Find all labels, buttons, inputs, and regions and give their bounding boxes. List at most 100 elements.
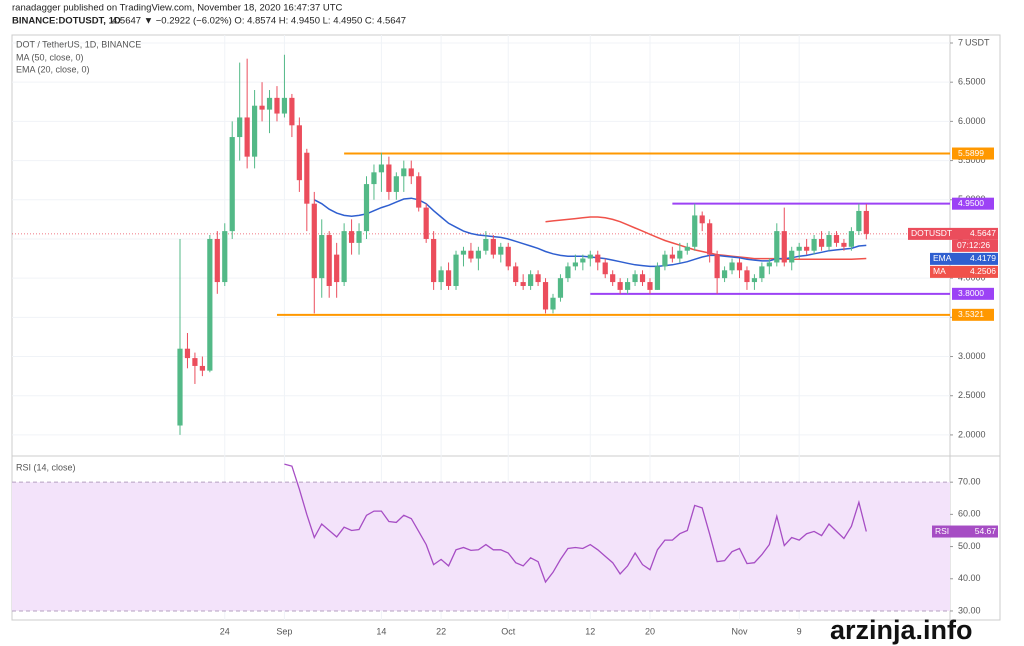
candle-body [363, 184, 370, 232]
indicator-tag [930, 265, 998, 278]
candle-body [304, 152, 310, 204]
candle-body [252, 105, 258, 157]
candle-body [341, 231, 347, 283]
chart-title: DOT / TetherUS, 1D, BINANCE [16, 39, 141, 49]
candle-body [453, 254, 459, 286]
candle-body [326, 235, 332, 286]
x-tick-label: Sep [276, 626, 292, 636]
candle-body [721, 270, 728, 279]
price-tag [908, 227, 998, 240]
candle-body [356, 231, 362, 243]
y-tick-label: 2.5000 [958, 390, 986, 400]
candle-body [177, 348, 183, 426]
candle-body [498, 246, 504, 255]
level-label: 5.5899 [958, 148, 984, 158]
candle-body [483, 238, 489, 251]
indicator-tag-name: EMA [933, 253, 952, 263]
candle-body [654, 266, 661, 290]
candle-body [639, 274, 646, 283]
y-tick-label: 6.5000 [958, 77, 986, 87]
candle-body [804, 246, 810, 251]
countdown: 07:12:26 [957, 240, 990, 250]
candle-body [319, 235, 325, 279]
candle-body [371, 172, 377, 185]
candle-body [826, 235, 832, 247]
candle-body [736, 262, 743, 271]
candle-body [811, 238, 817, 251]
level-label: 3.8000 [958, 288, 984, 298]
quote: 4.5647 ▼ −0.2922 (−6.02%) O: 4.8574 H: 4… [112, 16, 406, 27]
candle-body [334, 254, 340, 283]
candle-body [580, 258, 586, 263]
y-tick-label: 5.5000 [958, 155, 986, 165]
candle-body [192, 358, 198, 366]
x-tick-label: 12 [585, 626, 595, 636]
candle-body [505, 246, 511, 267]
candle-body [199, 365, 205, 371]
unit-label: USDT [965, 37, 990, 47]
candle-body [378, 164, 385, 173]
candle-body [818, 238, 825, 247]
x-tick-label: 9 [797, 626, 802, 636]
price-tag-name: DOTUSDT [911, 228, 952, 238]
candle-body [595, 254, 601, 263]
candle-body [856, 210, 862, 232]
watermark: arzinja.info [830, 615, 973, 645]
candle-body [781, 231, 787, 263]
y-tick-label: 2.0000 [958, 429, 986, 439]
candle-body [222, 231, 228, 283]
rsi-tag [932, 525, 998, 538]
x-tick-label: Nov [731, 626, 748, 636]
candle-body [237, 117, 243, 138]
candle-body [841, 242, 847, 247]
candle-body [281, 97, 288, 114]
x-tick-label: Oct [501, 626, 516, 636]
level-tag [952, 197, 994, 210]
candle-body [759, 266, 765, 279]
candle-body [684, 246, 690, 251]
candle-body [289, 97, 295, 126]
candle-body [542, 282, 549, 310]
candle-body [714, 254, 720, 279]
level-label: 3.5321 [958, 309, 984, 319]
candle-body [490, 238, 496, 255]
y-tick-label: 30.00 [958, 605, 981, 615]
candle-body [296, 125, 302, 181]
level-tag [952, 147, 994, 160]
indicator-tag-value: 4.2506 [970, 266, 996, 276]
y-tick-label: 6.0000 [958, 116, 986, 126]
candle-body [707, 223, 713, 255]
candle-body [833, 235, 840, 243]
candle-body [796, 246, 802, 251]
candle-body [520, 282, 526, 286]
rsi-line [284, 463, 867, 584]
candle-body [699, 215, 705, 224]
candle-body [610, 274, 616, 283]
candle-body [274, 97, 280, 114]
indicator-tag-name: MA [933, 266, 946, 276]
candle-body [662, 254, 668, 267]
candle-body [557, 278, 564, 298]
x-tick-label: 24 [220, 626, 230, 636]
candle-body [848, 231, 854, 247]
candle-body [677, 250, 683, 259]
rsi-legend: RSI (14, close) [16, 462, 76, 472]
candle-body [669, 254, 675, 259]
price-tag-value: 4.5647 [970, 228, 996, 238]
candle-body [259, 105, 265, 110]
candle-body [445, 270, 452, 286]
candle-body [625, 282, 631, 290]
candle-body [587, 254, 593, 259]
candle-body [348, 231, 355, 243]
candle-body [729, 262, 735, 271]
y-tick-label: 70.00 [958, 477, 981, 487]
candle-body [535, 274, 541, 283]
candle-body [751, 278, 758, 283]
x-tick-label: 22 [436, 626, 446, 636]
rsi-band [12, 482, 950, 611]
candle-body [647, 282, 653, 290]
y-tick-label: 60.00 [958, 509, 981, 519]
publisher: ranadagger published on TradingView.com,… [12, 3, 343, 14]
candle-body [311, 203, 317, 279]
